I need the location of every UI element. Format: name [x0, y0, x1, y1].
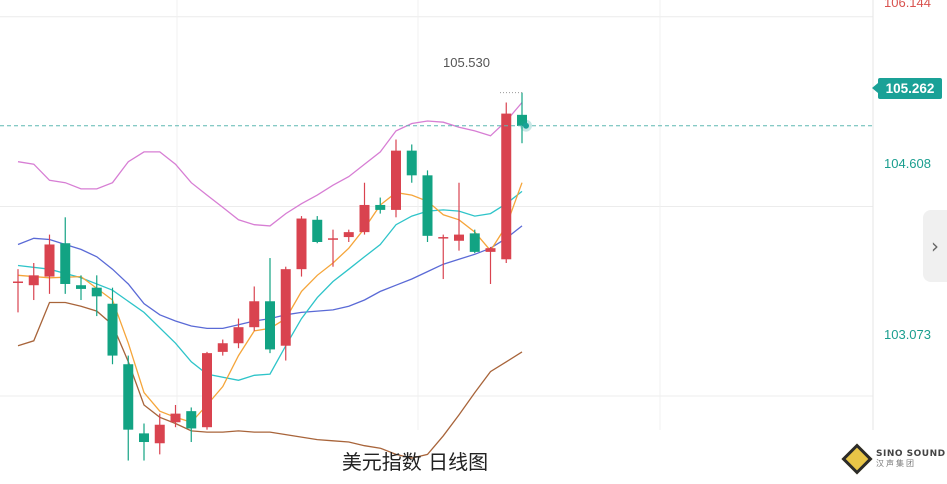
candle-body-10: [170, 413, 181, 423]
candle-body-23: [375, 204, 386, 210]
candle-body-30: [485, 248, 496, 252]
candle-body-31: [501, 113, 512, 260]
ma5-line: [17, 182, 523, 424]
boll-upper-line: [17, 102, 523, 227]
candle-body-4: [76, 285, 86, 289]
candle-body-11: [186, 411, 197, 429]
candle-body-3: [60, 243, 71, 284]
candle-body-27: [438, 237, 449, 239]
high-annotation: 105.530: [443, 55, 490, 70]
candle-body-8: [139, 433, 149, 443]
next-chevron-button[interactable]: ›: [923, 210, 947, 282]
candle-body-2: [44, 244, 55, 277]
ma10-line: [17, 190, 523, 381]
candle-body-24: [391, 150, 401, 210]
candle-body-26: [422, 175, 433, 236]
chart-caption: 美元指数 日线图: [341, 450, 489, 474]
chevron-right-icon: ›: [931, 234, 939, 258]
logo-text-line2: 汉声集团: [876, 459, 916, 468]
candle-body-0: [13, 281, 23, 284]
candle-body-15: [249, 301, 260, 328]
candle-body-19: [312, 219, 323, 242]
candle-body-29: [469, 233, 480, 252]
live-pulse-dot: [523, 122, 529, 129]
candle-body-28: [454, 234, 464, 241]
candle-body-6: [107, 303, 118, 356]
candle-body-17: [280, 269, 291, 346]
candle-body-13: [217, 343, 228, 352]
candle-body-21: [343, 232, 354, 238]
current-price-tag: 105.262: [872, 78, 942, 99]
brand-logo: SINO SOUND 汉声集团: [841, 443, 946, 475]
y-tick-label-top: 106.144: [884, 0, 931, 10]
logo-text-line1: SINO SOUND: [876, 449, 946, 459]
candle-body-5: [91, 287, 102, 297]
candle-body-7: [123, 364, 134, 430]
candle-body-18: [296, 218, 307, 270]
candle-body-12: [202, 353, 212, 428]
y-tick-label-mid: 104.608: [884, 156, 931, 171]
candle-body-32: [517, 114, 527, 126]
candle-body-25: [406, 150, 417, 176]
boll-lower-line: [17, 301, 523, 459]
candle-body-22: [359, 204, 370, 233]
candle-body-9: [154, 424, 165, 444]
candle-body-16: [265, 301, 275, 350]
logo-diamond-icon: [841, 443, 873, 475]
y-tick-label-bottom: 103.073: [884, 327, 931, 342]
candle-body-1: [28, 275, 39, 286]
candle-body-14: [233, 327, 244, 344]
candle-body-20: [328, 238, 338, 240]
